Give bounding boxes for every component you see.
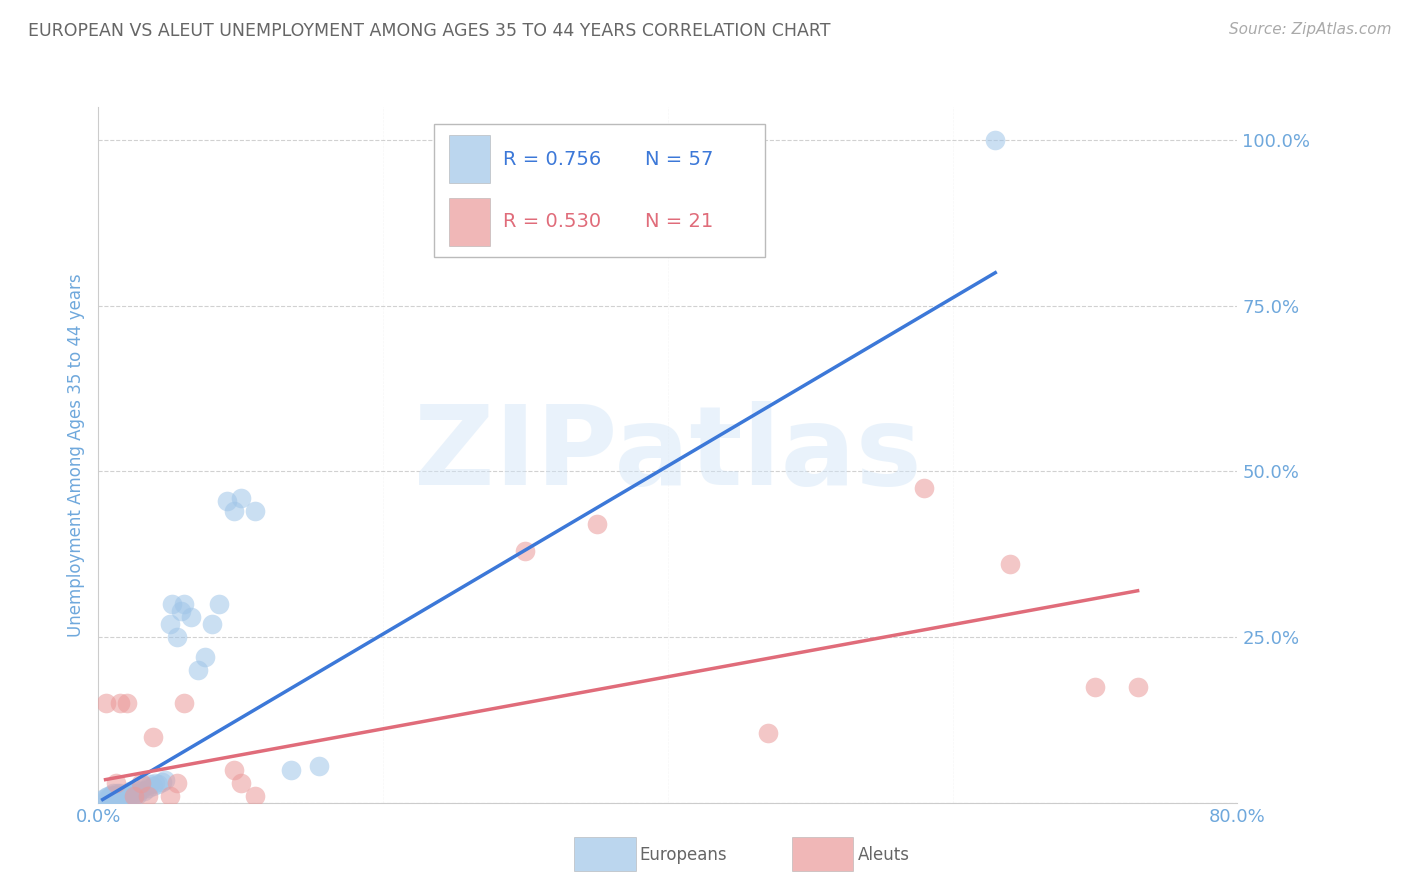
Text: Aleuts: Aleuts [858,846,910,863]
FancyBboxPatch shape [449,198,491,246]
Point [166,776,188,790]
Point [97,789,120,804]
Point [101,789,124,804]
Point [148,777,170,791]
Point [127,784,149,798]
Point [110,790,132,805]
Point [1126,680,1149,694]
Point [141,779,163,793]
Point [111,789,134,804]
Point [122,789,145,804]
FancyBboxPatch shape [434,124,765,257]
Point [129,782,152,797]
Y-axis label: Unemployment Among Ages 35 to 44 years: Unemployment Among Ages 35 to 44 years [66,273,84,637]
Point [91,792,114,806]
Point [229,776,252,790]
Point [98,790,121,805]
Point [194,650,217,665]
Point [105,789,128,804]
Point [215,494,238,508]
Point [94,697,117,711]
Point [120,786,142,800]
Point [107,790,129,805]
Point [136,789,159,804]
Point [187,663,209,677]
Text: Source: ZipAtlas.com: Source: ZipAtlas.com [1229,22,1392,37]
Point [118,784,141,798]
Point [201,616,224,631]
Point [170,604,193,618]
Point [115,697,138,711]
Point [112,790,135,805]
Point [308,759,330,773]
Point [138,777,160,791]
Point [222,763,245,777]
Point [173,697,195,711]
Point [243,789,266,804]
FancyBboxPatch shape [449,136,491,183]
Point [101,786,124,800]
Point [173,597,195,611]
Point [155,772,177,787]
Point [103,790,125,805]
Point [515,544,537,558]
Point [998,558,1021,572]
Text: R = 0.530: R = 0.530 [503,212,600,231]
Point [115,790,138,805]
Point [96,792,118,806]
Text: R = 0.756: R = 0.756 [503,150,600,169]
Point [114,789,136,804]
Point [280,763,302,777]
Point [94,790,117,805]
Point [208,597,231,611]
Point [159,616,181,631]
Point [162,597,184,611]
Point [243,504,266,518]
Point [122,789,145,804]
Point [117,789,139,804]
Point [585,517,607,532]
Point [166,630,188,644]
Point [129,776,152,790]
Point [108,789,131,804]
Point [145,776,167,790]
Point [136,781,159,796]
Point [912,481,935,495]
Point [229,491,252,505]
Point [756,726,779,740]
Point [118,788,141,802]
Point [104,776,127,790]
Text: N = 21: N = 21 [645,212,713,231]
Text: ZIPatlas: ZIPatlas [413,401,922,508]
Text: N = 57: N = 57 [645,150,713,169]
Point [108,786,131,800]
Point [132,784,155,798]
Point [159,789,181,804]
Point [134,779,156,793]
Point [180,610,202,624]
Point [104,788,127,802]
Point [108,697,131,711]
Point [105,786,128,800]
Point [141,730,163,744]
Point [984,133,1007,147]
Point [152,774,174,789]
Point [125,788,148,802]
Point [124,786,146,800]
Point [112,788,135,802]
Point [121,788,143,802]
Text: Europeans: Europeans [640,846,727,863]
Text: EUROPEAN VS ALEUT UNEMPLOYMENT AMONG AGES 35 TO 44 YEARS CORRELATION CHART: EUROPEAN VS ALEUT UNEMPLOYMENT AMONG AGE… [28,22,831,40]
Point [1084,680,1107,694]
Point [100,788,122,802]
Point [222,504,245,518]
